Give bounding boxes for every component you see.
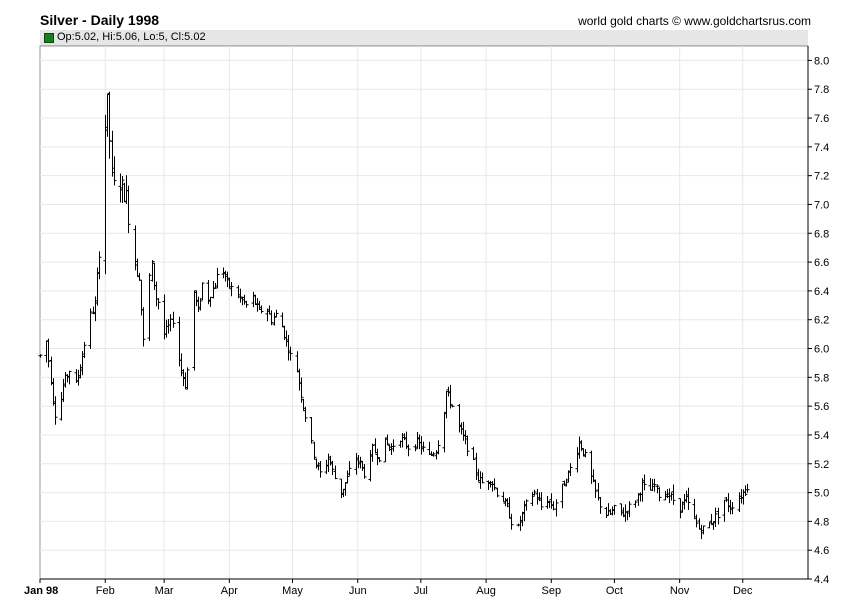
chart-title: Silver - Daily 1998 — [40, 12, 160, 28]
ohlc-bars — [38, 91, 750, 540]
y-tick-label: 6.6 — [814, 257, 829, 269]
x-tick-label: May — [282, 585, 303, 597]
x-tick-label: Jan 98 — [24, 585, 58, 597]
y-axis: 4.4 4.6 4.8 5.0 5.2 5.4 5.6 5.8 6.0 6.2 6.4 6.6 6.8 7… — [807, 46, 829, 586]
x-tick-label: Nov — [670, 585, 690, 597]
y-tick-label: 5.4 — [814, 430, 829, 442]
y-tick-label: 7.0 — [814, 199, 829, 211]
y-tick-label: 6.0 — [814, 344, 829, 356]
y-tick-label: 4.8 — [814, 516, 829, 528]
x-tick-label: Aug — [476, 585, 496, 597]
y-tick-label: 6.8 — [814, 228, 829, 240]
y-tick-label: 6.4 — [814, 286, 829, 298]
x-tick-label: Jul — [414, 585, 428, 597]
y-tick-label: 7.2 — [814, 171, 829, 183]
x-axis: Jan 98 Feb Mar Apr May Jun Jul Aug Sep Oct Nov Dec — [24, 578, 808, 597]
y-tick-label: 5.8 — [814, 372, 829, 384]
y-tick-label: 4.6 — [814, 545, 829, 557]
y-tick-label: 7.8 — [814, 84, 829, 96]
y-tick-label: 8.0 — [814, 55, 829, 67]
y-tick-label: 6.2 — [814, 315, 829, 327]
x-tick-label: Mar — [155, 585, 174, 597]
chart-credit: world gold charts © www.goldchartsrus.co… — [578, 14, 811, 28]
ohlc-readout: Op:5.02, Hi:5.06, Lo:5, Cl:5.02 — [57, 31, 206, 43]
y-tick-label: 4.4 — [814, 574, 829, 586]
x-tick-label: Feb — [96, 585, 115, 597]
x-tick-label: Jun — [349, 585, 367, 597]
y-tick-label: 5.0 — [814, 488, 829, 500]
x-tick-label: Oct — [606, 585, 623, 597]
grid-lines — [40, 46, 808, 580]
x-tick-label: Apr — [221, 585, 238, 597]
y-tick-label: 7.6 — [814, 113, 829, 125]
x-tick-label: Sep — [542, 585, 562, 597]
x-tick-label: Dec — [733, 585, 753, 597]
y-tick-label: 5.2 — [814, 459, 829, 471]
y-tick-label: 5.6 — [814, 401, 829, 413]
y-tick-label: 7.4 — [814, 142, 829, 154]
series-color-swatch — [44, 33, 54, 43]
plot-area — [39, 45, 809, 580]
